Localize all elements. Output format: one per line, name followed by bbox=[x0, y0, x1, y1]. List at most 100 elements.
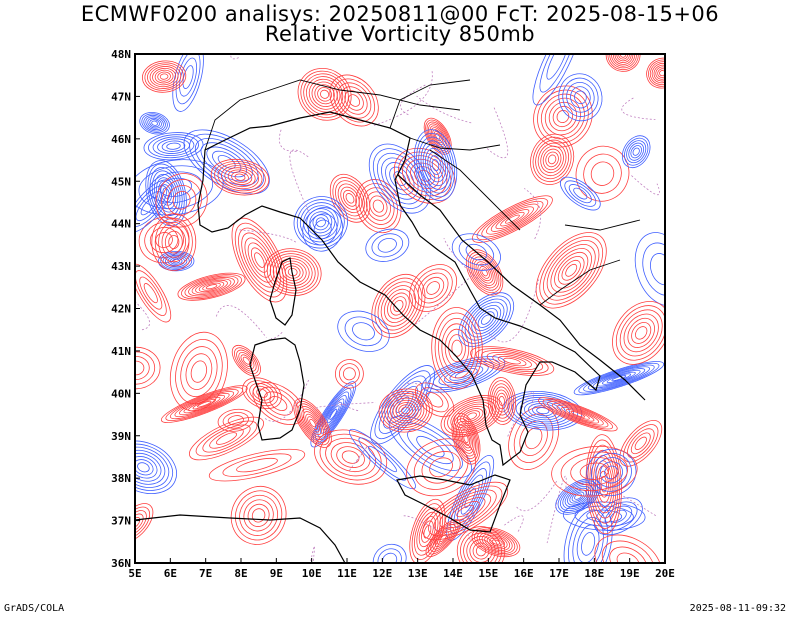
positive-vorticity-contour bbox=[197, 400, 212, 408]
positive-vorticity-contour bbox=[189, 416, 264, 461]
positive-vorticity-contour bbox=[550, 248, 592, 293]
negative-vorticity-contour bbox=[566, 81, 595, 113]
negative-vorticity-contour bbox=[634, 232, 665, 307]
negative-vorticity-contour bbox=[546, 54, 569, 80]
positive-vorticity-contour bbox=[503, 357, 521, 365]
positive-vorticity-contour bbox=[378, 388, 433, 433]
positive-vorticity-contour bbox=[157, 71, 171, 82]
negative-vorticity-contour bbox=[141, 113, 168, 133]
positive-vorticity-contour bbox=[583, 153, 622, 194]
positive-vorticity-contour bbox=[484, 534, 508, 550]
positive-vorticity-contour bbox=[231, 171, 249, 183]
positive-vorticity-contour bbox=[174, 391, 235, 418]
negative-vorticity-contour bbox=[135, 443, 174, 491]
zero-vorticity-contour bbox=[504, 515, 524, 532]
positive-vorticity-contour bbox=[242, 356, 251, 365]
positive-vorticity-contour bbox=[380, 285, 417, 327]
negative-vorticity-contour bbox=[135, 191, 162, 222]
negative-vorticity-contour bbox=[327, 405, 340, 424]
positive-vorticity-contour bbox=[335, 180, 365, 217]
lon-tick-label: 13E bbox=[408, 567, 428, 580]
negative-vorticity-contour bbox=[438, 363, 489, 386]
zero-vorticity-contour bbox=[621, 97, 656, 120]
negative-vorticity-contour bbox=[563, 501, 613, 563]
positive-vorticity-contour bbox=[492, 353, 532, 369]
positive-vorticity-contour bbox=[627, 428, 655, 459]
positive-vorticity-contour bbox=[169, 389, 239, 420]
positive-vorticity-contour bbox=[245, 380, 279, 407]
zero-vorticity-contour bbox=[389, 382, 428, 431]
lon-tick-label: 15E bbox=[478, 567, 498, 580]
positive-vorticity-contour bbox=[475, 545, 487, 557]
positive-vorticity-contour bbox=[314, 84, 335, 105]
negative-vorticity-contour bbox=[135, 459, 154, 476]
positive-vorticity-contour bbox=[303, 411, 322, 436]
positive-vorticity-contour bbox=[429, 125, 446, 148]
zero-vorticity-contour bbox=[135, 300, 150, 331]
positive-vorticity-contour bbox=[293, 398, 332, 448]
positive-vorticity-contour bbox=[590, 161, 615, 186]
negative-vorticity-contour bbox=[161, 140, 186, 152]
positive-vorticity-contour bbox=[472, 542, 490, 560]
positive-vorticity-contour bbox=[430, 127, 445, 146]
negative-vorticity-contour bbox=[586, 509, 623, 523]
positive-vorticity-contour bbox=[469, 254, 500, 291]
negative-vorticity-contour bbox=[474, 308, 498, 332]
positive-vorticity-contour bbox=[377, 281, 420, 331]
negative-vorticity-contour bbox=[477, 311, 495, 328]
positive-vorticity-contour bbox=[329, 173, 371, 223]
lon-tick-label: 9E bbox=[270, 567, 283, 580]
positive-vorticity-contour bbox=[195, 279, 228, 294]
positive-vorticity-contour bbox=[542, 399, 614, 430]
zero-vorticity-contour bbox=[463, 508, 479, 542]
negative-vorticity-contour bbox=[427, 358, 500, 391]
negative-vorticity-contour bbox=[443, 365, 484, 384]
negative-vorticity-contour bbox=[559, 176, 601, 211]
positive-vorticity-contour bbox=[476, 530, 516, 554]
positive-vorticity-contour bbox=[530, 133, 575, 185]
positive-vorticity-contour bbox=[570, 457, 619, 486]
positive-vorticity-contour bbox=[202, 424, 251, 453]
zero-vorticity-contour bbox=[270, 332, 283, 339]
positive-vorticity-contour bbox=[537, 142, 567, 177]
positive-vorticity-contour bbox=[241, 232, 278, 288]
positive-vorticity-contour bbox=[236, 457, 278, 473]
positive-vorticity-contour bbox=[240, 354, 253, 367]
negative-vorticity-contour bbox=[140, 196, 157, 216]
positive-vorticity-contour bbox=[470, 346, 555, 376]
zero-vorticity-contour bbox=[599, 485, 658, 518]
positive-vorticity-contour bbox=[334, 359, 364, 389]
negative-vorticity-contour bbox=[581, 532, 596, 556]
negative-vorticity-contour bbox=[365, 228, 410, 262]
positive-vorticity-contour bbox=[561, 259, 581, 281]
positive-vorticity-contour bbox=[491, 539, 501, 545]
positive-vorticity-contour bbox=[135, 270, 167, 316]
zero-vorticity-contour bbox=[401, 515, 443, 533]
positive-vorticity-contour bbox=[263, 391, 293, 416]
positive-vorticity-contour bbox=[231, 344, 261, 377]
axis-ticks: 5E 6E 7E 8E 9E 10E 11E 12E 13E 14E 15E 16E 17E 18E 19E… bbox=[111, 48, 675, 580]
positive-vorticity-contour bbox=[428, 485, 503, 537]
positive-vorticity-contour bbox=[341, 450, 360, 464]
positive-vorticity-contour bbox=[457, 423, 475, 454]
positive-vorticity-contour bbox=[455, 420, 477, 457]
negative-vorticity-contour bbox=[157, 138, 190, 154]
negative-vorticity-contour bbox=[152, 136, 195, 156]
positive-vorticity-contour bbox=[402, 155, 448, 197]
lat-tick-label: 42N bbox=[111, 303, 131, 316]
lon-tick-label: 12E bbox=[372, 567, 392, 580]
positive-vorticity-contour bbox=[243, 499, 274, 532]
positive-vorticity-contour bbox=[623, 313, 659, 353]
positive-vorticity-contour bbox=[181, 274, 242, 300]
positive-vorticity-contour bbox=[135, 263, 172, 323]
positive-vorticity-contour bbox=[406, 158, 444, 193]
positive-vorticity-contour bbox=[330, 442, 371, 473]
positive-vorticity-contour bbox=[149, 66, 179, 88]
negative-vorticity-contour bbox=[395, 396, 410, 413]
positive-vorticity-contour bbox=[383, 288, 413, 323]
positive-vorticity-contour bbox=[487, 377, 516, 425]
positive-vorticity-contour bbox=[311, 81, 338, 108]
lat-tick-label: 37N bbox=[111, 515, 131, 528]
sicily-coastline bbox=[396, 474, 511, 533]
positive-vorticity-contour bbox=[332, 177, 368, 220]
